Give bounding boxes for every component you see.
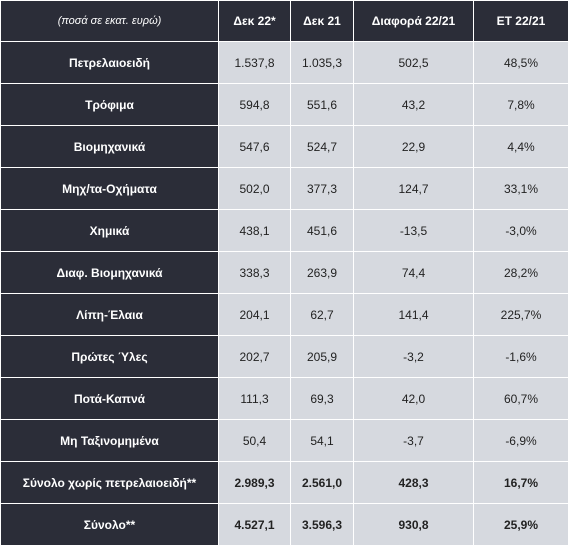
table-row: Μηχ/τα-Οχήματα 502,0 377,3 124,7 33,1%: [0, 167, 568, 210]
row-label: Πρώτες Ύλες: [0, 335, 219, 378]
cell-dec-21: 2.561,0: [290, 461, 354, 504]
header-units-caption: (ποσά σε εκατ. ευρώ): [0, 0, 219, 42]
cell-dec-22: 547,6: [218, 125, 291, 168]
cell-difference: 124,7: [353, 167, 474, 210]
header-dec-21: Δεκ 21: [290, 0, 354, 42]
cell-yoy-change: 7,8%: [473, 83, 568, 126]
row-label: Μη Ταξινομημένα: [0, 419, 219, 462]
cell-dec-22: 4.527,1: [218, 503, 291, 546]
cell-dec-21: 62,7: [290, 293, 354, 336]
cell-dec-21: 524,7: [290, 125, 354, 168]
cell-yoy-change: -3,0%: [473, 209, 568, 252]
cell-dec-22: 202,7: [218, 335, 291, 378]
cell-yoy-change: 48,5%: [473, 41, 568, 84]
cell-dec-21: 3.596,3: [290, 503, 354, 546]
cell-dec-22: 1.537,8: [218, 41, 291, 84]
cell-dec-21: 377,3: [290, 167, 354, 210]
cell-dec-22: 111,3: [218, 377, 291, 420]
table-row: Πρώτες Ύλες 202,7 205,9 -3,2 -1,6%: [0, 335, 568, 378]
cell-dec-22: 438,1: [218, 209, 291, 252]
cell-dec-21: 263,9: [290, 251, 354, 294]
cell-dec-21: 54,1: [290, 419, 354, 462]
cell-difference: 42,0: [353, 377, 474, 420]
cell-difference: 141,4: [353, 293, 474, 336]
row-label: Σύνολο**: [0, 503, 219, 546]
subtotal-row: Σύνολο χωρίς πετρελαιοειδή** 2.989,3 2.5…: [0, 461, 568, 504]
total-row: Σύνολο** 4.527,1 3.596,3 930,8 25,9%: [0, 503, 568, 546]
cell-yoy-change: 225,7%: [473, 293, 568, 336]
cell-difference: -3,2: [353, 335, 474, 378]
cell-difference: 74,4: [353, 251, 474, 294]
cell-yoy-change: 25,9%: [473, 503, 568, 546]
cell-yoy-change: -6,9%: [473, 419, 568, 462]
row-label: Χημικά: [0, 209, 219, 252]
table-row: Βιομηχανικά 547,6 524,7 22,9 4,4%: [0, 125, 568, 168]
cell-yoy-change: -1,6%: [473, 335, 568, 378]
row-label: Διαφ. Βιομηχανικά: [0, 251, 219, 294]
cell-dec-21: 551,6: [290, 83, 354, 126]
cell-yoy-change: 60,7%: [473, 377, 568, 420]
cell-dec-22: 502,0: [218, 167, 291, 210]
cell-difference: 428,3: [353, 461, 474, 504]
table-row: Ποτά-Καπνά 111,3 69,3 42,0 60,7%: [0, 377, 568, 420]
cell-yoy-change: 16,7%: [473, 461, 568, 504]
table-row: Λίπη-Έλαια 204,1 62,7 141,4 225,7%: [0, 293, 568, 336]
cell-dec-21: 69,3: [290, 377, 354, 420]
row-label: Τρόφιμα: [0, 83, 219, 126]
table-row: Τρόφιμα 594,8 551,6 43,2 7,8%: [0, 83, 568, 126]
table-row: Διαφ. Βιομηχανικά 338,3 263,9 74,4 28,2%: [0, 251, 568, 294]
header-dec-22: Δεκ 22*: [218, 0, 291, 42]
cell-dec-22: 204,1: [218, 293, 291, 336]
cell-difference: 502,5: [353, 41, 474, 84]
cell-dec-22: 2.989,3: [218, 461, 291, 504]
cell-dec-21: 205,9: [290, 335, 354, 378]
table-row: Μη Ταξινομημένα 50,4 54,1 -3,7 -6,9%: [0, 419, 568, 462]
cell-yoy-change: 4,4%: [473, 125, 568, 168]
header-row: (ποσά σε εκατ. ευρώ) Δεκ 22* Δεκ 21 Διαφ…: [0, 0, 568, 42]
cell-difference: -13,5: [353, 209, 474, 252]
cell-yoy-change: 28,2%: [473, 251, 568, 294]
cell-dec-22: 594,8: [218, 83, 291, 126]
table-row: Πετρελαιοειδή 1.537,8 1.035,3 502,5 48,5…: [0, 41, 568, 84]
data-table: (ποσά σε εκατ. ευρώ) Δεκ 22* Δεκ 21 Διαφ…: [0, 0, 568, 546]
row-label: Βιομηχανικά: [0, 125, 219, 168]
cell-difference: -3,7: [353, 419, 474, 462]
cell-dec-22: 338,3: [218, 251, 291, 294]
cell-yoy-change: 33,1%: [473, 167, 568, 210]
table-row: Χημικά 438,1 451,6 -13,5 -3,0%: [0, 209, 568, 252]
row-label: Μηχ/τα-Οχήματα: [0, 167, 219, 210]
row-label: Σύνολο χωρίς πετρελαιοειδή**: [0, 461, 219, 504]
cell-dec-22: 50,4: [218, 419, 291, 462]
cell-dec-21: 1.035,3: [290, 41, 354, 84]
row-label: Πετρελαιοειδή: [0, 41, 219, 84]
cell-difference: 930,8: [353, 503, 474, 546]
cell-dec-21: 451,6: [290, 209, 354, 252]
row-label: Λίπη-Έλαια: [0, 293, 219, 336]
row-label: Ποτά-Καπνά: [0, 377, 219, 420]
header-difference: Διαφορά 22/21: [353, 0, 474, 42]
cell-difference: 43,2: [353, 83, 474, 126]
cell-difference: 22,9: [353, 125, 474, 168]
header-yoy-change: ΕΤ 22/21: [473, 0, 568, 42]
